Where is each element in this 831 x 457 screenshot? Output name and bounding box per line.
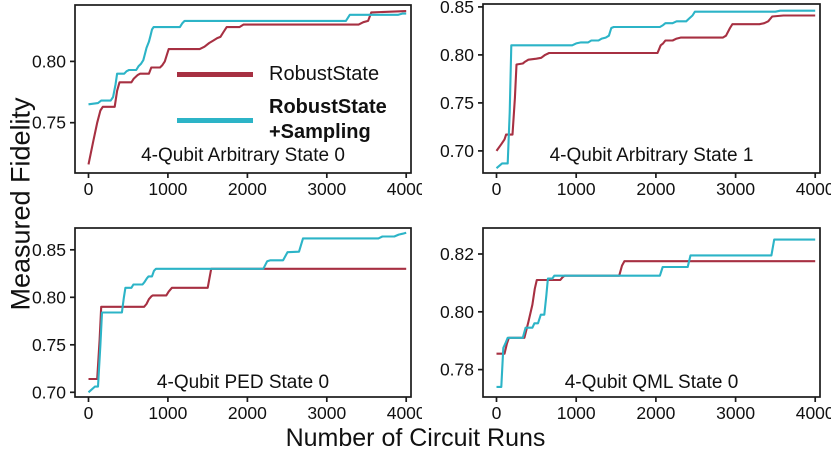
- x-axis-label: Number of Circuit Runs: [285, 424, 546, 452]
- x-tick-label: 0: [492, 179, 502, 199]
- series-line-robust: [88, 267, 407, 381]
- legend: RobustState RobustState +Sampling: [177, 59, 387, 145]
- x-tick-label: 2000: [228, 179, 267, 199]
- y-tick-label: 0.85: [440, 0, 474, 17]
- x-tick-label: 2000: [636, 403, 675, 423]
- x-tick-label: 3000: [307, 179, 346, 199]
- y-tick-label: 0.80: [440, 302, 474, 322]
- series-line-sampling: [87, 231, 407, 394]
- subplot-title-ped-state-0: 4-Qubit PED State 0: [156, 372, 330, 393]
- x-tick-label: 1000: [148, 179, 187, 199]
- x-tick-label: 2000: [636, 179, 675, 199]
- series-line-sampling: [496, 238, 816, 388]
- x-tick-label: 0: [84, 179, 94, 199]
- series-line-robust: [495, 14, 816, 152]
- x-tick-label: 2000: [228, 403, 267, 423]
- y-tick-label: 0.82: [440, 244, 474, 264]
- robuststate-sampling-line-swatch: [177, 117, 253, 123]
- robuststate-line-swatch: [177, 71, 253, 77]
- series-line-sampling: [495, 9, 816, 169]
- x-tick-label: 0: [492, 403, 502, 423]
- subplot-arbitrary-state-0: 0 1000 2000 3000 4000 0.75 0.80: [20, 0, 422, 203]
- x-tick-label: 4000: [387, 179, 422, 199]
- subplot-arbitrary-state-1: 0 1000 2000 3000 4000 0.70 0.75 0.80 0.85: [428, 0, 831, 203]
- series-line-robust: [87, 10, 407, 165]
- x-tick-label: 3000: [716, 403, 755, 423]
- y-tick-label: 0.80: [32, 51, 66, 71]
- y-tick-label: 0.70: [32, 382, 66, 402]
- x-tick-label: 3000: [716, 179, 755, 199]
- plot-frame: [74, 227, 412, 398]
- series-line-robust: [496, 260, 816, 355]
- subplot-canvas: 0 1000 2000 3000 4000 0.75 0.80: [32, 4, 422, 199]
- x-tick-label: 0: [84, 403, 94, 423]
- subplot-ped-state-0: 0 1000 2000 3000 4000 0.70 0.75 0.80 0.85: [20, 222, 422, 427]
- x-tick-label: 4000: [796, 179, 831, 199]
- subplot-title-qml-state-0: 4-Qubit QML State 0: [564, 372, 739, 393]
- x-tick-label: 4000: [796, 403, 831, 423]
- subplot-qml-state-0: 0 1000 2000 3000 4000 0.78 0.80 0.82: [428, 222, 831, 427]
- legend-entry-robuststate-sampling: RobustState +Sampling: [177, 95, 387, 145]
- x-tick-label: 1000: [557, 179, 596, 199]
- y-tick-label: 0.75: [32, 113, 66, 133]
- y-tick-label: 0.80: [440, 45, 474, 65]
- y-tick-label: 0.80: [32, 287, 66, 307]
- y-tick-label: 0.85: [32, 240, 66, 260]
- y-tick-label: 0.75: [32, 335, 66, 355]
- y-tick-label: 0.75: [440, 93, 474, 113]
- subplot-canvas: 0 1000 2000 3000 4000 0.70 0.75 0.80 0.85: [32, 227, 422, 423]
- legend-label-robuststate: RobustState: [269, 62, 380, 85]
- legend-entry-robuststate: RobustState: [177, 59, 387, 89]
- x-tick-label: 1000: [557, 403, 596, 423]
- x-tick-label: 3000: [307, 403, 346, 423]
- plot-frame: [482, 3, 821, 174]
- x-tick-label: 1000: [148, 403, 187, 423]
- series-line-sampling: [88, 12, 407, 106]
- subplot-canvas: 0 1000 2000 3000 4000 0.78 0.80 0.82: [440, 227, 831, 423]
- legend-label-robuststate-sampling: RobustState +Sampling: [269, 96, 387, 143]
- x-tick-label: 4000: [387, 403, 422, 423]
- subplot-title-arbitrary-state-0: 4-Qubit Arbitrary State 0: [141, 145, 345, 166]
- y-tick-label: 0.70: [440, 141, 474, 161]
- plot-frame: [74, 4, 412, 174]
- subplot-canvas: 0 1000 2000 3000 4000 0.70 0.75 0.80 0.85: [440, 0, 831, 199]
- y-tick-label: 0.78: [440, 360, 474, 380]
- subplot-title-arbitrary-state-1: 4-Qubit Arbitrary State 1: [549, 145, 754, 166]
